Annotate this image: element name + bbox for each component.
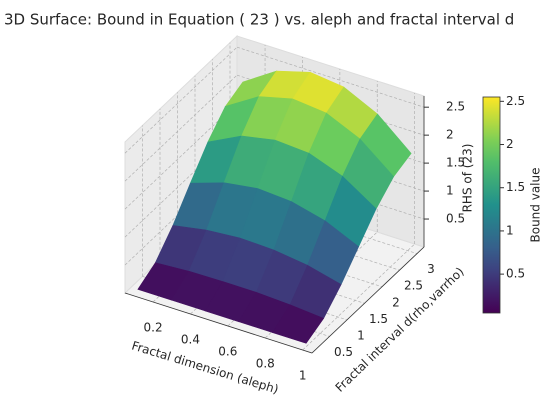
x-axis-line [124,292,313,354]
x-tick-label: 0.4 [181,333,200,347]
grid-line [124,130,238,238]
y-tick-label: 2.5 [404,279,423,293]
surface [137,70,412,344]
z-tick-label: 1 [446,184,454,198]
y-axis-line [311,246,425,354]
chart-title: 3D Surface: Bound in Equation ( 23 ) vs.… [4,11,514,29]
colorbar-tick-label: 2.5 [506,94,525,108]
grid-line [124,46,238,154]
x-tick-label: 1 [299,369,307,383]
z-tick-label: 1.5 [446,156,465,170]
colorbar-tick-label: 2 [506,137,514,151]
grid-line [124,74,238,182]
grid-line [302,243,415,351]
colorbar-tick-label: 1.5 [506,180,525,194]
x-tick-label: 0.2 [144,321,163,335]
y-tick-label: 3 [427,262,435,276]
colorbar [482,96,501,314]
colorbar-tick-label: 0.5 [506,267,525,281]
x-tick-label: 0.6 [218,345,237,359]
surface-patch [272,304,325,344]
colorbar-label: Bound value [529,168,543,243]
y-tick-label: 0.5 [334,345,353,359]
y-tick-label: 2 [392,295,400,309]
z-axis-label: RHS of (23) [461,144,475,213]
z-tick-label: 2 [446,128,454,142]
x-tick-label: 0.8 [256,357,275,371]
y-tick-label: 1 [357,328,365,342]
grid-line [236,46,425,108]
z-tick-label: 2.5 [446,100,465,114]
grid-line [124,102,238,210]
z-tick-label: 0.5 [446,212,465,226]
colorbar-tick-label: 1 [506,223,514,237]
y-tick-label: 1.5 [369,312,388,326]
